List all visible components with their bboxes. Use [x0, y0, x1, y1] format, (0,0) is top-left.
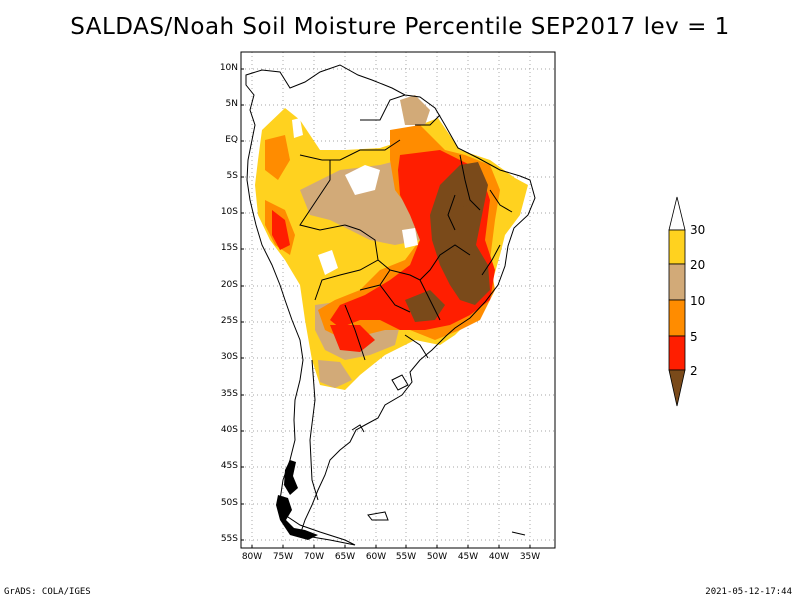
- legend-label-2: 2: [690, 364, 698, 378]
- map-title: SALDAS/Noah Soil Moisture Percentile SEP…: [70, 14, 730, 40]
- footer-timestamp: 2021-05-12-17:44: [705, 587, 792, 597]
- lon-label-80w: 80W: [241, 552, 263, 562]
- lat-label-45s: 45S: [220, 461, 238, 471]
- lon-label-55w: 55W: [395, 552, 417, 562]
- legend-label-5: 5: [690, 330, 698, 344]
- lat-label-5n: 5N: [225, 99, 238, 109]
- lon-label-60w: 60W: [365, 552, 387, 562]
- lon-label-75w: 75W: [272, 552, 294, 562]
- lat-label-55s: 55S: [220, 534, 238, 544]
- soil-moisture-field: [255, 95, 528, 390]
- legend-swatch-10-20: [668, 263, 686, 301]
- legend-arrow-bottom: [668, 369, 686, 407]
- fjord-coast: [276, 460, 318, 540]
- legend-label-30: 30: [690, 223, 706, 237]
- legend-arrow-top: [668, 196, 686, 231]
- lon-label-65w: 65W: [334, 552, 356, 562]
- lon-label-45w: 45W: [457, 552, 479, 562]
- lat-label-30s: 30S: [220, 352, 238, 362]
- lat-label-eq: EQ: [225, 135, 238, 145]
- coastlines-and-borders: [245, 64, 536, 546]
- map-frame: [240, 51, 556, 549]
- lat-label-10s: 10S: [220, 207, 238, 217]
- axis-ticks: [241, 68, 531, 548]
- lat-label-15s: 15S: [220, 243, 238, 253]
- legend-swatch-2-5: [668, 335, 686, 371]
- color-legend: [668, 196, 686, 407]
- legend-swatch-5-10: [668, 299, 686, 337]
- lat-label-20s: 20S: [220, 280, 238, 290]
- lon-label-50w: 50W: [426, 552, 448, 562]
- lat-label-10n: 10N: [219, 63, 238, 73]
- lat-label-35s: 35S: [220, 389, 238, 399]
- lat-label-40s: 40S: [220, 425, 238, 435]
- legend-label-10: 10: [690, 294, 706, 308]
- lon-label-35w: 35W: [519, 552, 541, 562]
- footer-credit: GrADS: COLA/IGES: [4, 587, 91, 597]
- lon-label-70w: 70W: [303, 552, 325, 562]
- legend-swatch-20-30: [668, 229, 686, 265]
- lon-label-40w: 40W: [488, 552, 510, 562]
- legend-label-20: 20: [690, 258, 706, 272]
- lat-label-25s: 25S: [220, 316, 238, 326]
- lat-label-50s: 50S: [220, 498, 238, 508]
- lat-label-5s: 5S: [226, 171, 238, 181]
